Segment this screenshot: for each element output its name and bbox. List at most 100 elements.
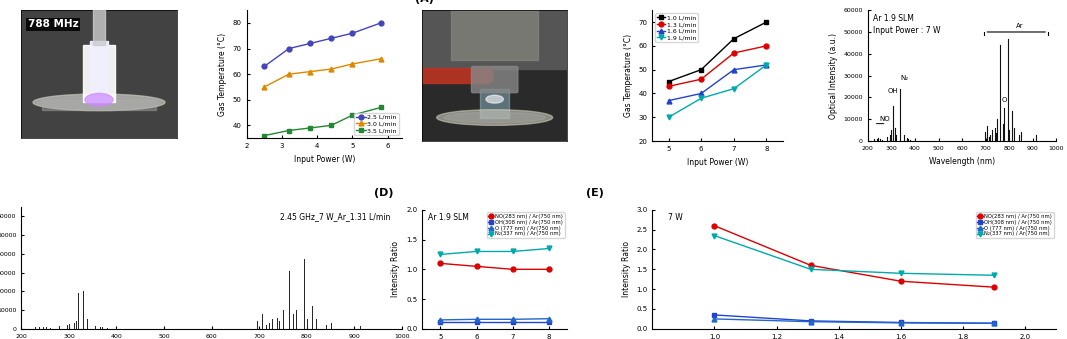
1.0 L/min [760, 20, 773, 24]
Text: 2.45 GHz_7 W_Ar_1.31 L/min: 2.45 GHz_7 W_Ar_1.31 L/min [280, 212, 391, 221]
NO(283 nm) / Ar(750 nm) [507, 267, 520, 271]
Legend: NO(283 nm) / Ar(750 nm), OH(308 nm) / Ar(750 nm), O (777 nm) / Ar(750 nm), N₂(33: NO(283 nm) / Ar(750 nm), OH(308 nm) / Ar… [976, 213, 1054, 238]
N₂(337 nm) / Ar(750 nm) [805, 267, 817, 271]
3.0 L/min [258, 85, 271, 89]
Y-axis label: Intensity Ratio: Intensity Ratio [622, 241, 631, 297]
N₂(337 nm) / Ar(750 nm) [894, 271, 907, 275]
O (777 nm) / Ar(750 nm) [988, 321, 1001, 325]
Line: 1.9 L/min: 1.9 L/min [666, 62, 769, 120]
3.0 L/min [283, 72, 296, 76]
Text: OH: OH [888, 88, 898, 94]
Text: Input Power : 7 W: Input Power : 7 W [874, 26, 941, 35]
Line: OH(308 nm) / Ar(750 nm): OH(308 nm) / Ar(750 nm) [712, 313, 997, 326]
Bar [423, 68, 488, 83]
OH(308 nm) / Ar(750 nm) [708, 313, 721, 317]
3.5 L/min [283, 128, 296, 133]
Line: 1.6 L/min: 1.6 L/min [666, 62, 769, 103]
1.6 L/min [663, 99, 675, 103]
3.5 L/min [258, 134, 271, 138]
Line: NO(283 nm) / Ar(750 nm): NO(283 nm) / Ar(750 nm) [437, 261, 552, 272]
Line: N₂(337 nm) / Ar(750 nm): N₂(337 nm) / Ar(750 nm) [712, 233, 997, 278]
Text: Ar: Ar [1016, 23, 1023, 28]
Line: O (777 nm) / Ar(750 nm): O (777 nm) / Ar(750 nm) [437, 316, 552, 322]
O (777 nm) / Ar(750 nm) [507, 317, 520, 321]
1.3 L/min [728, 51, 740, 55]
1.0 L/min [728, 37, 740, 41]
Y-axis label: Gas Temperature (°C): Gas Temperature (°C) [624, 34, 633, 117]
Text: 7 W: 7 W [668, 213, 683, 222]
1.3 L/min [695, 77, 707, 81]
OH(308 nm) / Ar(750 nm) [434, 320, 447, 324]
Bar [83, 45, 114, 102]
X-axis label: Input Power (W): Input Power (W) [687, 158, 748, 166]
NO(283 nm) / Ar(750 nm) [894, 279, 907, 283]
1.9 L/min [663, 115, 675, 119]
X-axis label: Wavelength (nm): Wavelength (nm) [929, 157, 996, 165]
Text: 788 MHz: 788 MHz [28, 19, 78, 29]
O (777 nm) / Ar(750 nm) [894, 321, 907, 325]
3.0 L/min [324, 67, 337, 71]
O (777 nm) / Ar(750 nm) [805, 320, 817, 324]
Text: N₂: N₂ [901, 75, 908, 81]
Line: N₂(337 nm) / Ar(750 nm): N₂(337 nm) / Ar(750 nm) [437, 246, 552, 257]
N₂(337 nm) / Ar(750 nm) [708, 234, 721, 238]
3.5 L/min [304, 126, 317, 130]
2.5 L/min [324, 36, 337, 40]
NO(283 nm) / Ar(750 nm) [471, 264, 483, 268]
NO(283 nm) / Ar(750 nm) [543, 267, 556, 271]
X-axis label: Input Power (W): Input Power (W) [293, 155, 355, 164]
Bar [480, 89, 509, 118]
1.6 L/min [728, 68, 740, 72]
Ellipse shape [444, 112, 545, 123]
3.0 L/min [346, 62, 359, 66]
O (777 nm) / Ar(750 nm) [434, 318, 447, 322]
Line: OH(308 nm) / Ar(750 nm): OH(308 nm) / Ar(750 nm) [437, 319, 552, 324]
1.9 L/min [728, 87, 740, 91]
1.3 L/min [760, 44, 773, 48]
OH(308 nm) / Ar(750 nm) [507, 320, 520, 324]
1.0 L/min [663, 80, 675, 84]
N₂(337 nm) / Ar(750 nm) [471, 250, 483, 254]
Text: (A): (A) [415, 0, 434, 4]
1.9 L/min [760, 63, 773, 67]
1.3 L/min [663, 84, 675, 88]
Text: O: O [1002, 97, 1007, 103]
N₂(337 nm) / Ar(750 nm) [988, 273, 1001, 277]
NO(283 nm) / Ar(750 nm) [805, 263, 817, 267]
FancyBboxPatch shape [472, 66, 517, 93]
Bar [93, 9, 106, 45]
OH(308 nm) / Ar(750 nm) [805, 319, 817, 323]
3.0 L/min [304, 69, 317, 74]
1.6 L/min [695, 92, 707, 96]
3.0 L/min [375, 57, 387, 61]
Line: 3.5 L/min: 3.5 L/min [261, 105, 383, 138]
Legend: 1.0 L/min, 1.3 L/min, 1.6 L/min, 1.9 L/min: 1.0 L/min, 1.3 L/min, 1.6 L/min, 1.9 L/m… [655, 13, 698, 42]
Y-axis label: Intensity Ratio: Intensity Ratio [392, 241, 400, 297]
NO(283 nm) / Ar(750 nm) [434, 261, 447, 265]
O (777 nm) / Ar(750 nm) [471, 317, 483, 321]
Line: 3.0 L/min: 3.0 L/min [261, 56, 383, 89]
1.9 L/min [695, 96, 707, 100]
Text: (E): (E) [586, 188, 604, 198]
Y-axis label: Gas Temperature (°C): Gas Temperature (°C) [218, 33, 227, 116]
2.5 L/min [304, 41, 317, 45]
2.5 L/min [375, 21, 387, 25]
Bar [90, 41, 109, 102]
Legend: 2.5 L/min, 3.0 L/min, 3.5 L/min: 2.5 L/min, 3.0 L/min, 3.5 L/min [354, 113, 399, 135]
Text: Ar 1.9 SLM: Ar 1.9 SLM [874, 14, 914, 23]
Text: NO: NO [879, 117, 890, 122]
Ellipse shape [37, 97, 161, 108]
Line: O (777 nm) / Ar(750 nm): O (777 nm) / Ar(750 nm) [712, 317, 997, 326]
2.5 L/min [283, 46, 296, 51]
Ellipse shape [436, 109, 553, 125]
3.5 L/min [346, 113, 359, 117]
Bar [42, 100, 157, 110]
Ellipse shape [33, 94, 165, 111]
Line: NO(283 nm) / Ar(750 nm): NO(283 nm) / Ar(750 nm) [712, 223, 997, 290]
2.5 L/min [346, 31, 359, 35]
3.5 L/min [375, 105, 387, 109]
N₂(337 nm) / Ar(750 nm) [434, 253, 447, 257]
1.6 L/min [760, 63, 773, 67]
O (777 nm) / Ar(750 nm) [543, 317, 556, 321]
OH(308 nm) / Ar(750 nm) [894, 320, 907, 324]
